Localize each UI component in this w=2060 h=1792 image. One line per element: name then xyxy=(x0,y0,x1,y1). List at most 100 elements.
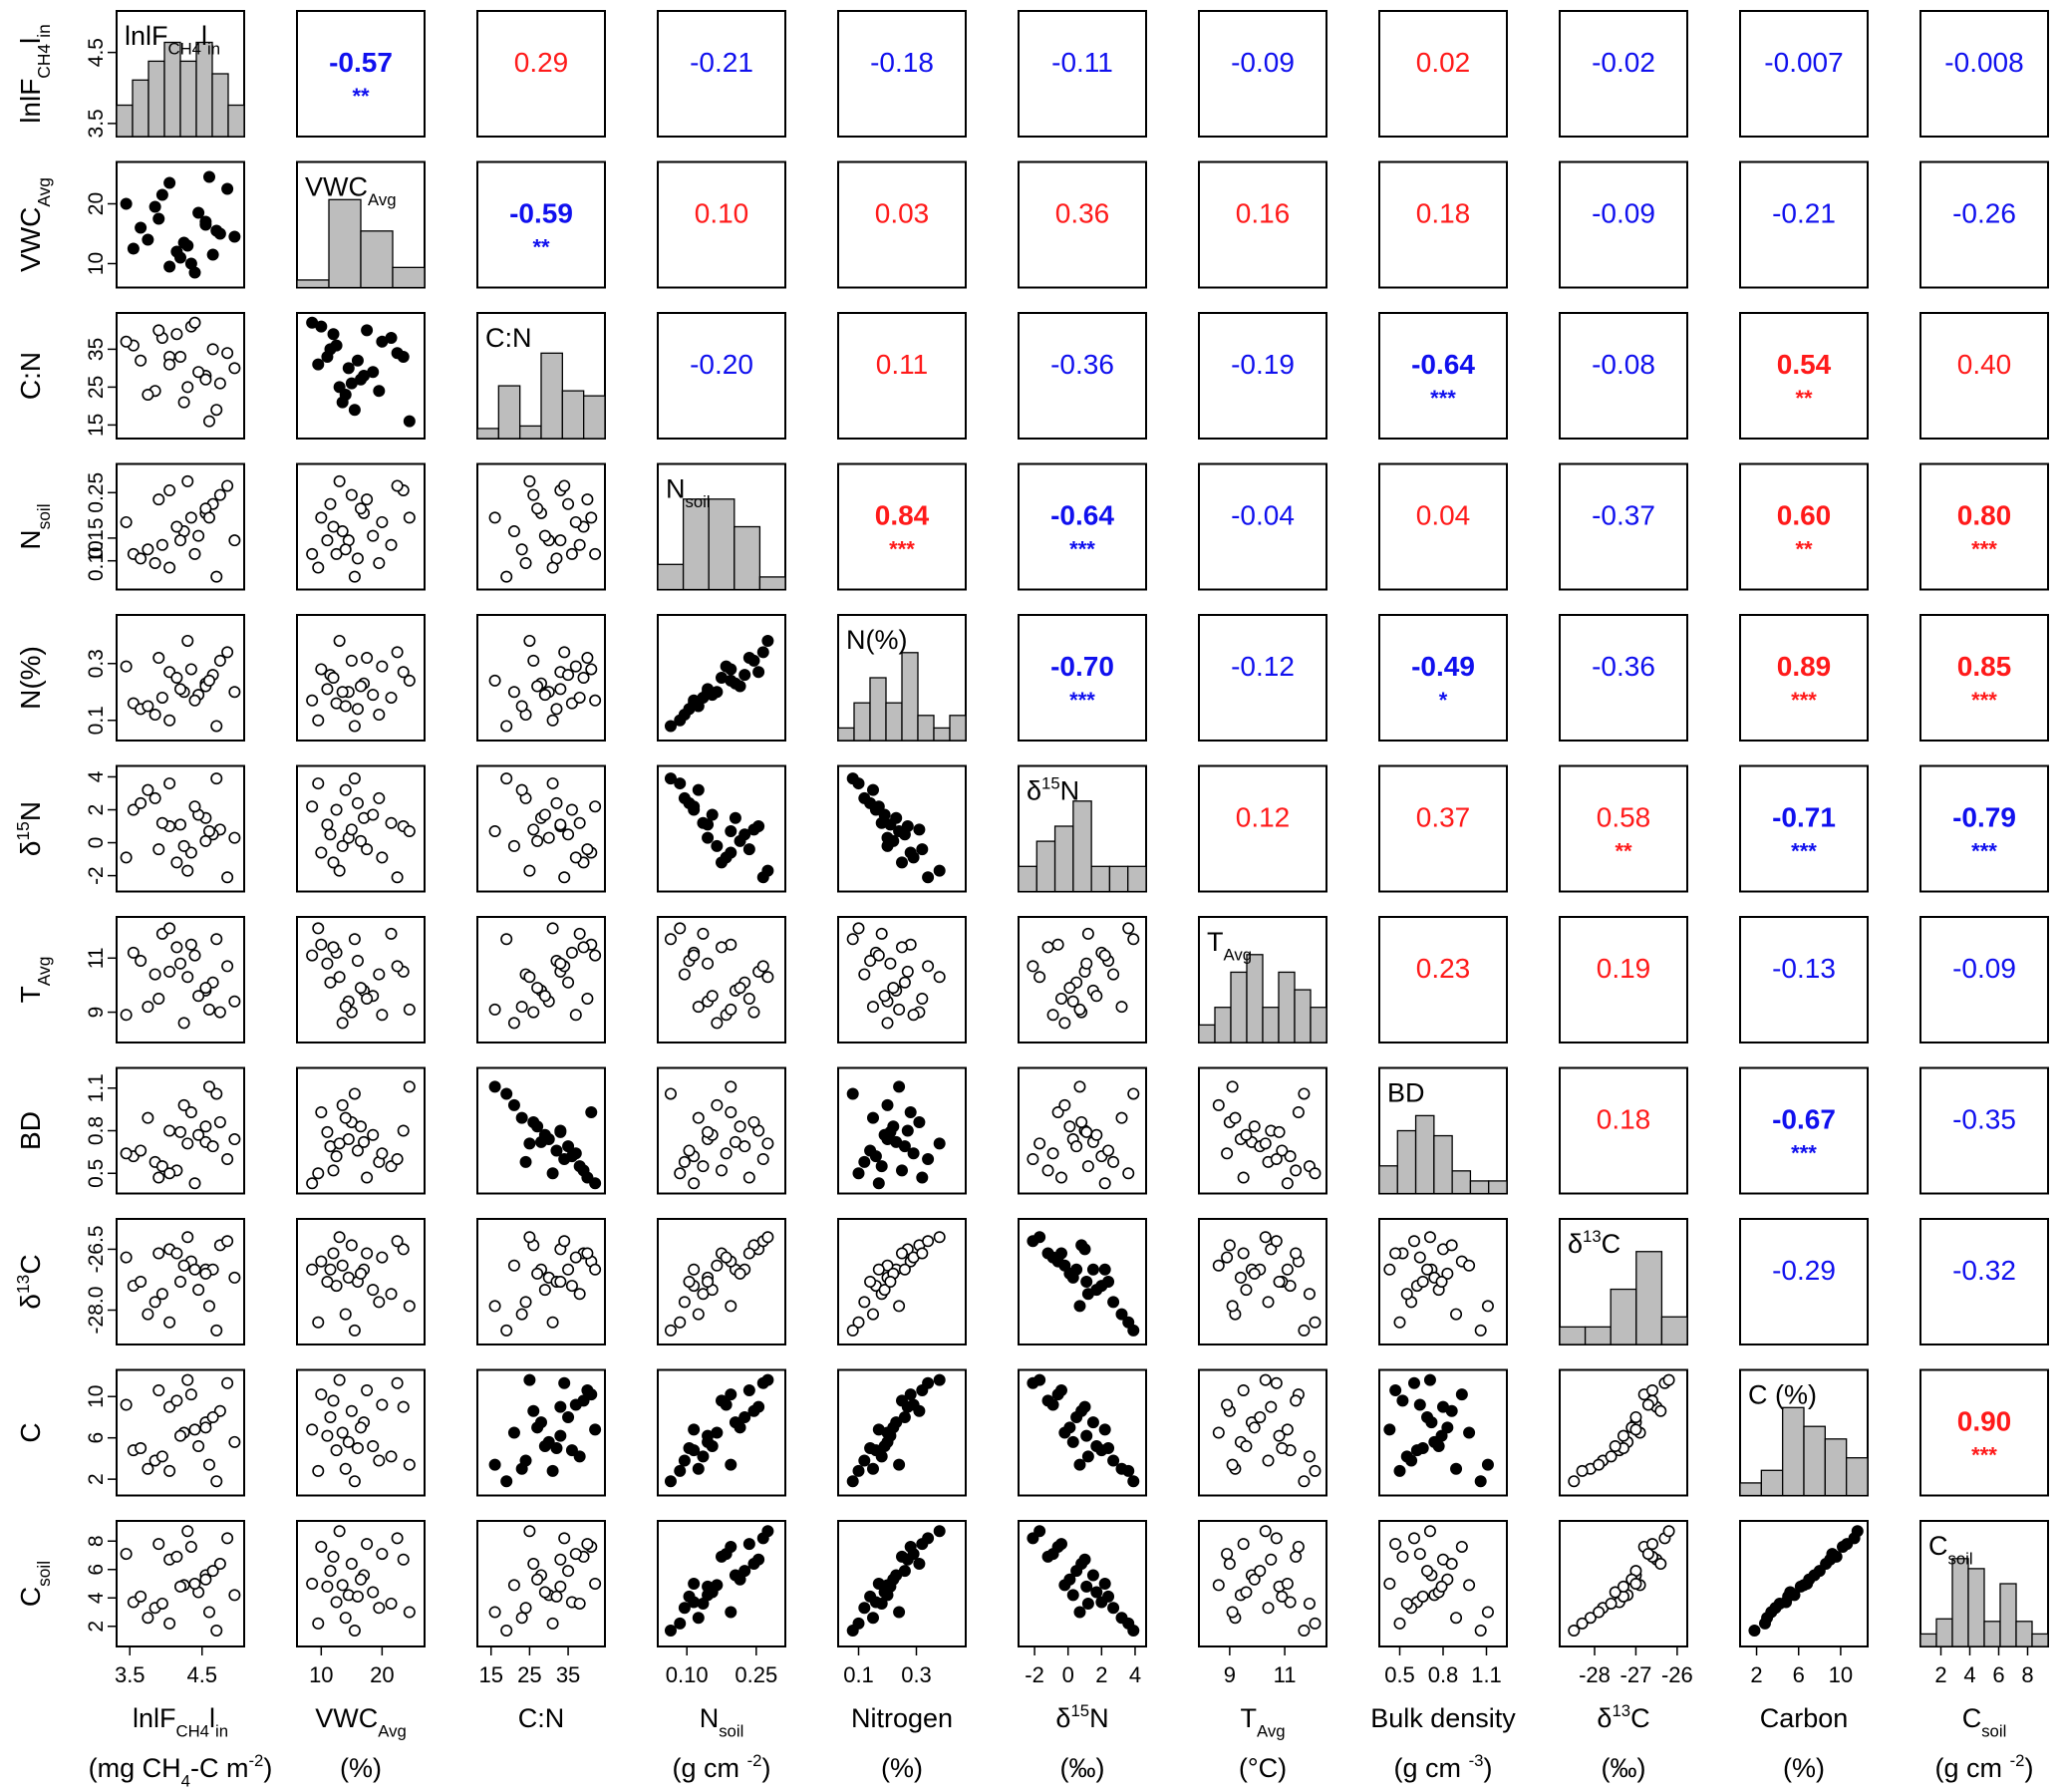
scatter-point xyxy=(221,1235,234,1248)
histogram-bar xyxy=(583,395,606,440)
panel-lnF-VWC: -0.57 ** xyxy=(296,10,426,138)
scatter-point xyxy=(321,1429,334,1442)
scatter-point xyxy=(554,1276,567,1289)
panel-frame xyxy=(1378,10,1508,138)
histogram-bar xyxy=(1782,1406,1805,1497)
x-axis-title: Nitrogen xyxy=(851,1703,953,1733)
correlation-value: -0.36 xyxy=(1050,349,1114,380)
scatter-point xyxy=(192,1128,205,1141)
scatter-point xyxy=(142,1111,154,1124)
scatter-point xyxy=(1212,1259,1225,1272)
scatter-point xyxy=(488,674,501,687)
scatter-point xyxy=(589,1423,602,1436)
panel-CN-d13C: -0.08 xyxy=(1559,312,1688,440)
scatter-point xyxy=(1262,1296,1275,1309)
scatter-point xyxy=(1033,1373,1046,1386)
scatter-point xyxy=(1284,1596,1297,1609)
scatter-point xyxy=(192,1284,205,1297)
scatter-point xyxy=(589,1177,602,1190)
scatter-point xyxy=(581,843,594,856)
scatter-point xyxy=(321,1276,334,1289)
scatter-point xyxy=(385,816,398,829)
scatter-point xyxy=(321,1125,334,1138)
scatter-point xyxy=(206,248,219,261)
panel-frame xyxy=(1198,1218,1327,1345)
panel-frame xyxy=(1919,1066,2049,1195)
scatter-point xyxy=(550,1590,563,1603)
scatter-point xyxy=(312,714,325,727)
panel-frame xyxy=(1559,614,1688,742)
panel-frame xyxy=(1559,10,1688,138)
scatter-point xyxy=(1240,1586,1253,1599)
scatter-point xyxy=(1481,1606,1494,1619)
scatter-point xyxy=(327,520,340,533)
histogram-bar xyxy=(1378,1165,1398,1195)
scatter-point xyxy=(1259,1373,1272,1386)
scatter-point xyxy=(206,1410,219,1423)
scatter-point xyxy=(1033,971,1046,984)
panel-VWC-CN: -0.59 ** xyxy=(476,160,606,289)
scatter-point xyxy=(546,1617,559,1630)
panel-CN-Nper: 0.11 xyxy=(837,312,967,440)
panel-frame xyxy=(1018,160,1147,289)
x-tick-label: 15 xyxy=(478,1662,502,1687)
scatter-point xyxy=(500,772,513,785)
correlation-value: -0.71 xyxy=(1772,802,1836,833)
scatter-point xyxy=(527,488,540,501)
scatter-point xyxy=(152,652,165,665)
significance-stars: *** xyxy=(1430,386,1456,411)
panel-C-T xyxy=(1198,1368,1327,1497)
correlation-value: 0.40 xyxy=(1957,349,2012,380)
histogram-bar xyxy=(1451,1170,1472,1195)
panel-d13C-lnF xyxy=(116,1218,245,1345)
panel-CN-C: 0.54 ** xyxy=(1739,312,1869,440)
panel-frame xyxy=(116,462,245,591)
scatter-point xyxy=(515,1612,528,1625)
scatter-point xyxy=(531,1421,544,1434)
correlation-value: -0.12 xyxy=(1231,651,1295,682)
scatter-point xyxy=(1237,1538,1250,1551)
panel-lnF-Nsoil: -0.21 xyxy=(657,10,786,138)
scatter-point xyxy=(678,1602,691,1615)
x-tick-label: 0.10 xyxy=(666,1662,709,1687)
scatter-point xyxy=(361,652,374,665)
scatter-point xyxy=(1463,1426,1476,1439)
scatter-point xyxy=(210,1625,223,1638)
scatter-point xyxy=(321,683,334,696)
scatter-point xyxy=(1075,1239,1088,1252)
histogram-bar xyxy=(1919,1633,1937,1647)
scatter-point xyxy=(573,1450,586,1463)
scatter-point xyxy=(697,1597,710,1610)
panel-BD-Nsoil xyxy=(657,1066,786,1195)
scatter-point xyxy=(312,777,325,790)
scatter-point xyxy=(163,1316,176,1329)
scatter-point xyxy=(515,700,528,713)
scatter-point xyxy=(1463,1259,1476,1272)
scatter-point xyxy=(488,1080,501,1093)
scatter-point xyxy=(367,689,380,702)
scatter-point xyxy=(893,1080,906,1093)
scatter-point xyxy=(361,992,374,1005)
scatter-point xyxy=(1063,982,1076,995)
y-tick-label: 4.5 xyxy=(85,38,108,67)
scatter-point xyxy=(354,680,367,693)
scatter-point xyxy=(866,1111,879,1124)
histogram-bar xyxy=(1198,1024,1216,1044)
scatter-point xyxy=(174,534,187,547)
histogram-bar xyxy=(1214,1007,1232,1044)
panel-frame xyxy=(476,1520,606,1647)
panel-frame xyxy=(1198,10,1327,138)
scatter-point xyxy=(1265,1400,1278,1413)
panel-frame xyxy=(1739,160,1869,289)
panel-frame xyxy=(837,916,967,1044)
panel-frame xyxy=(1559,764,1688,893)
y-tick-label: -28.0 xyxy=(85,1287,108,1335)
panel-Csoil-VWC xyxy=(296,1520,426,1647)
scatter-point xyxy=(1027,1532,1039,1545)
x-tick-label: 11 xyxy=(1274,1662,1297,1687)
significance-stars: *** xyxy=(1971,1443,1997,1468)
panel-T-lnF xyxy=(116,916,245,1044)
scatter-point xyxy=(163,965,176,978)
scatter-point xyxy=(203,511,216,524)
scatter-point xyxy=(734,834,746,847)
